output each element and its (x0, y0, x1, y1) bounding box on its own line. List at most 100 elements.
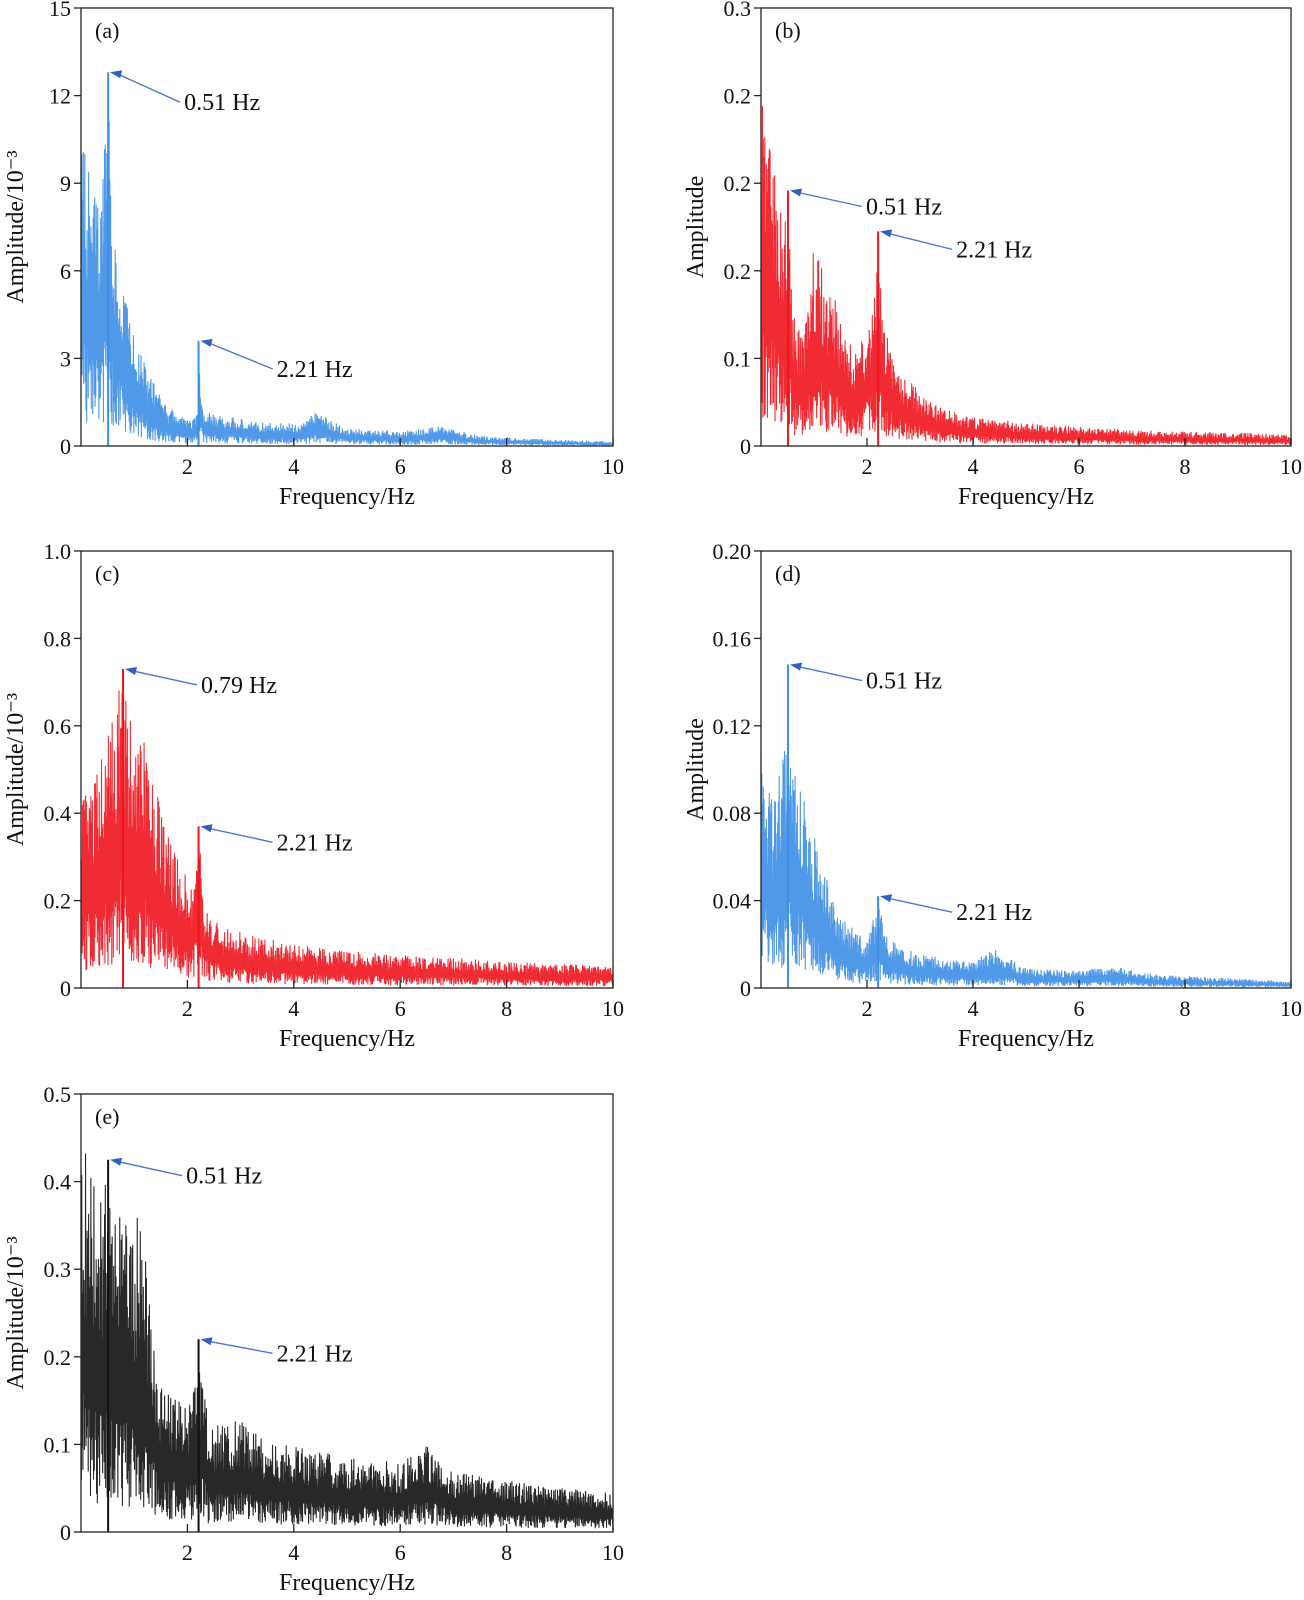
panel-d: 0 0.04 0.08 0.12 0.16 0.20 2 4 6 8 10 Frequency/Hz A… (683, 539, 1302, 1052)
y-tick-label: 0.3 (44, 1257, 72, 1282)
x-tick-label: 8 (1180, 454, 1191, 479)
x-tick-label: 2 (182, 996, 193, 1021)
y-axis-title: Amplitude (683, 718, 709, 821)
y-tick-label: 9 (60, 171, 71, 196)
panel-a: 0 3 6 9 12 15 2 4 6 8 10 Frequency/Hz Amplitude/10⁻³… (3, 0, 624, 510)
x-tick-label: 6 (395, 1540, 406, 1565)
x-tick-label: 8 (1180, 996, 1191, 1021)
x-tick-label: 8 (501, 996, 512, 1021)
annotation-arrowhead (200, 824, 213, 833)
x-tick-label: 6 (395, 996, 406, 1021)
peak-annotation-label: 0.79 Hz (201, 673, 277, 699)
y-tick-label: 0.3 (724, 0, 752, 21)
x-axis-title: Frequency/Hz (958, 1026, 1094, 1052)
plot-frame (760, 7, 1292, 447)
annotation-leader (117, 73, 181, 103)
x-tick-label: 4 (288, 1540, 299, 1565)
x-tick-label: 2 (182, 454, 193, 479)
y-tick-label: 0.8 (44, 626, 72, 651)
x-tick-label: 10 (1280, 454, 1302, 479)
annotation-arrowhead (200, 338, 213, 347)
y-axis-title: Amplitude (683, 176, 709, 279)
plot-frame (80, 7, 614, 447)
x-tick-label: 2 (862, 454, 873, 479)
x-tick-label: 4 (288, 996, 299, 1021)
x-tick-label: 10 (602, 1540, 624, 1565)
y-tick-label: 0.2 (44, 1345, 72, 1370)
x-axis-title: Frequency/Hz (279, 1570, 415, 1596)
y-tick-label: 0.2 (724, 259, 752, 284)
annotation-arrowhead (200, 1337, 213, 1346)
annotation-leader (797, 665, 863, 682)
peak-annotation-label: 0.51 Hz (866, 195, 942, 221)
x-tick-label: 8 (501, 454, 512, 479)
x-tick-label: 6 (1074, 996, 1085, 1021)
y-tick-label: 0.2 (724, 171, 752, 196)
y-tick-label: 0.1 (44, 1432, 72, 1457)
x-axis-title: Frequency/Hz (279, 484, 415, 510)
y-tick-label: 0 (60, 1520, 71, 1545)
y-axis-title: Amplitude/10⁻³ (3, 1236, 29, 1389)
panel-e: 0 0.1 0.2 0.3 0.4 0.5 2 4 6 8 10 Frequency/Hz Amplit… (3, 1082, 624, 1596)
x-tick-label: 6 (1074, 454, 1085, 479)
x-tick-label: 2 (182, 1540, 193, 1565)
plot-frame (80, 550, 614, 989)
peak-annotation-label: 2.21 Hz (956, 237, 1032, 263)
annotation-leader (208, 827, 273, 843)
annotation-arrowhead (125, 666, 138, 675)
x-tick-label: 8 (501, 1540, 512, 1565)
y-tick-label: 0.5 (44, 1082, 72, 1107)
peak-annotation-label: 0.51 Hz (184, 90, 260, 116)
x-tick-label: 4 (968, 454, 979, 479)
y-tick-label: 0 (740, 434, 751, 459)
y-tick-label: 3 (60, 346, 71, 371)
plot-frame (80, 1093, 614, 1533)
spectrum-series (80, 690, 614, 987)
x-tick-label: 10 (602, 996, 624, 1021)
y-tick-label: 0.2 (44, 889, 72, 914)
spectrum-series (80, 120, 614, 447)
x-axis-title: Frequency/Hz (279, 1026, 415, 1052)
annotation-arrowhead (110, 70, 123, 79)
y-tick-label: 0.4 (44, 801, 72, 826)
y-tick-label: 0.4 (44, 1170, 72, 1195)
peak-annotation-label: 2.21 Hz (277, 830, 353, 856)
panel-label: (c) (95, 561, 119, 586)
annotation-leader (132, 670, 198, 686)
peak-annotation-label: 2.21 Hz (277, 1341, 353, 1367)
peak-annotation-label: 0.51 Hz (866, 669, 942, 695)
x-tick-label: 10 (602, 454, 624, 479)
spectrum-series (760, 106, 1292, 445)
annotation-leader (797, 191, 863, 208)
y-tick-label: 15 (49, 0, 71, 21)
annotation-leader (117, 1161, 183, 1177)
annotation-arrowhead (790, 188, 803, 197)
y-tick-label: 0 (740, 976, 751, 1001)
annotation-arrowhead (790, 662, 803, 671)
x-axis-title: Frequency/Hz (958, 484, 1094, 510)
y-tick-label: 0.12 (713, 714, 752, 739)
annotation-leader (887, 232, 953, 251)
annotation-arrowhead (110, 1157, 123, 1166)
annotation-arrowhead (880, 894, 893, 903)
x-tick-label: 10 (1280, 996, 1302, 1021)
x-tick-label: 6 (395, 454, 406, 479)
peak-annotation-label: 2.21 Hz (956, 900, 1032, 926)
annotation-leader (208, 342, 273, 370)
y-tick-label: 12 (49, 84, 71, 109)
y-tick-label: 6 (60, 259, 71, 284)
plot-frame (760, 550, 1292, 989)
y-tick-label: 0.2 (724, 84, 752, 109)
x-tick-label: 4 (968, 996, 979, 1021)
x-tick-label: 4 (288, 454, 299, 479)
y-tick-label: 0.6 (44, 714, 72, 739)
panel-c: 0 0.2 0.4 0.6 0.8 1.0 2 4 6 8 10 Frequency/Hz Amplit… (3, 539, 624, 1052)
x-tick-label: 2 (862, 996, 873, 1021)
y-tick-label: 1.0 (44, 539, 72, 564)
annotation-leader (208, 1340, 273, 1354)
y-tick-label: 0.04 (713, 889, 752, 914)
panel-b: 0 0.1 0.2 0.2 0.2 0.3 2 4 6 8 10 Frequency/Hz Amplit… (683, 0, 1302, 510)
y-tick-label: 0 (60, 976, 71, 1001)
annotation-arrowhead (880, 229, 893, 238)
